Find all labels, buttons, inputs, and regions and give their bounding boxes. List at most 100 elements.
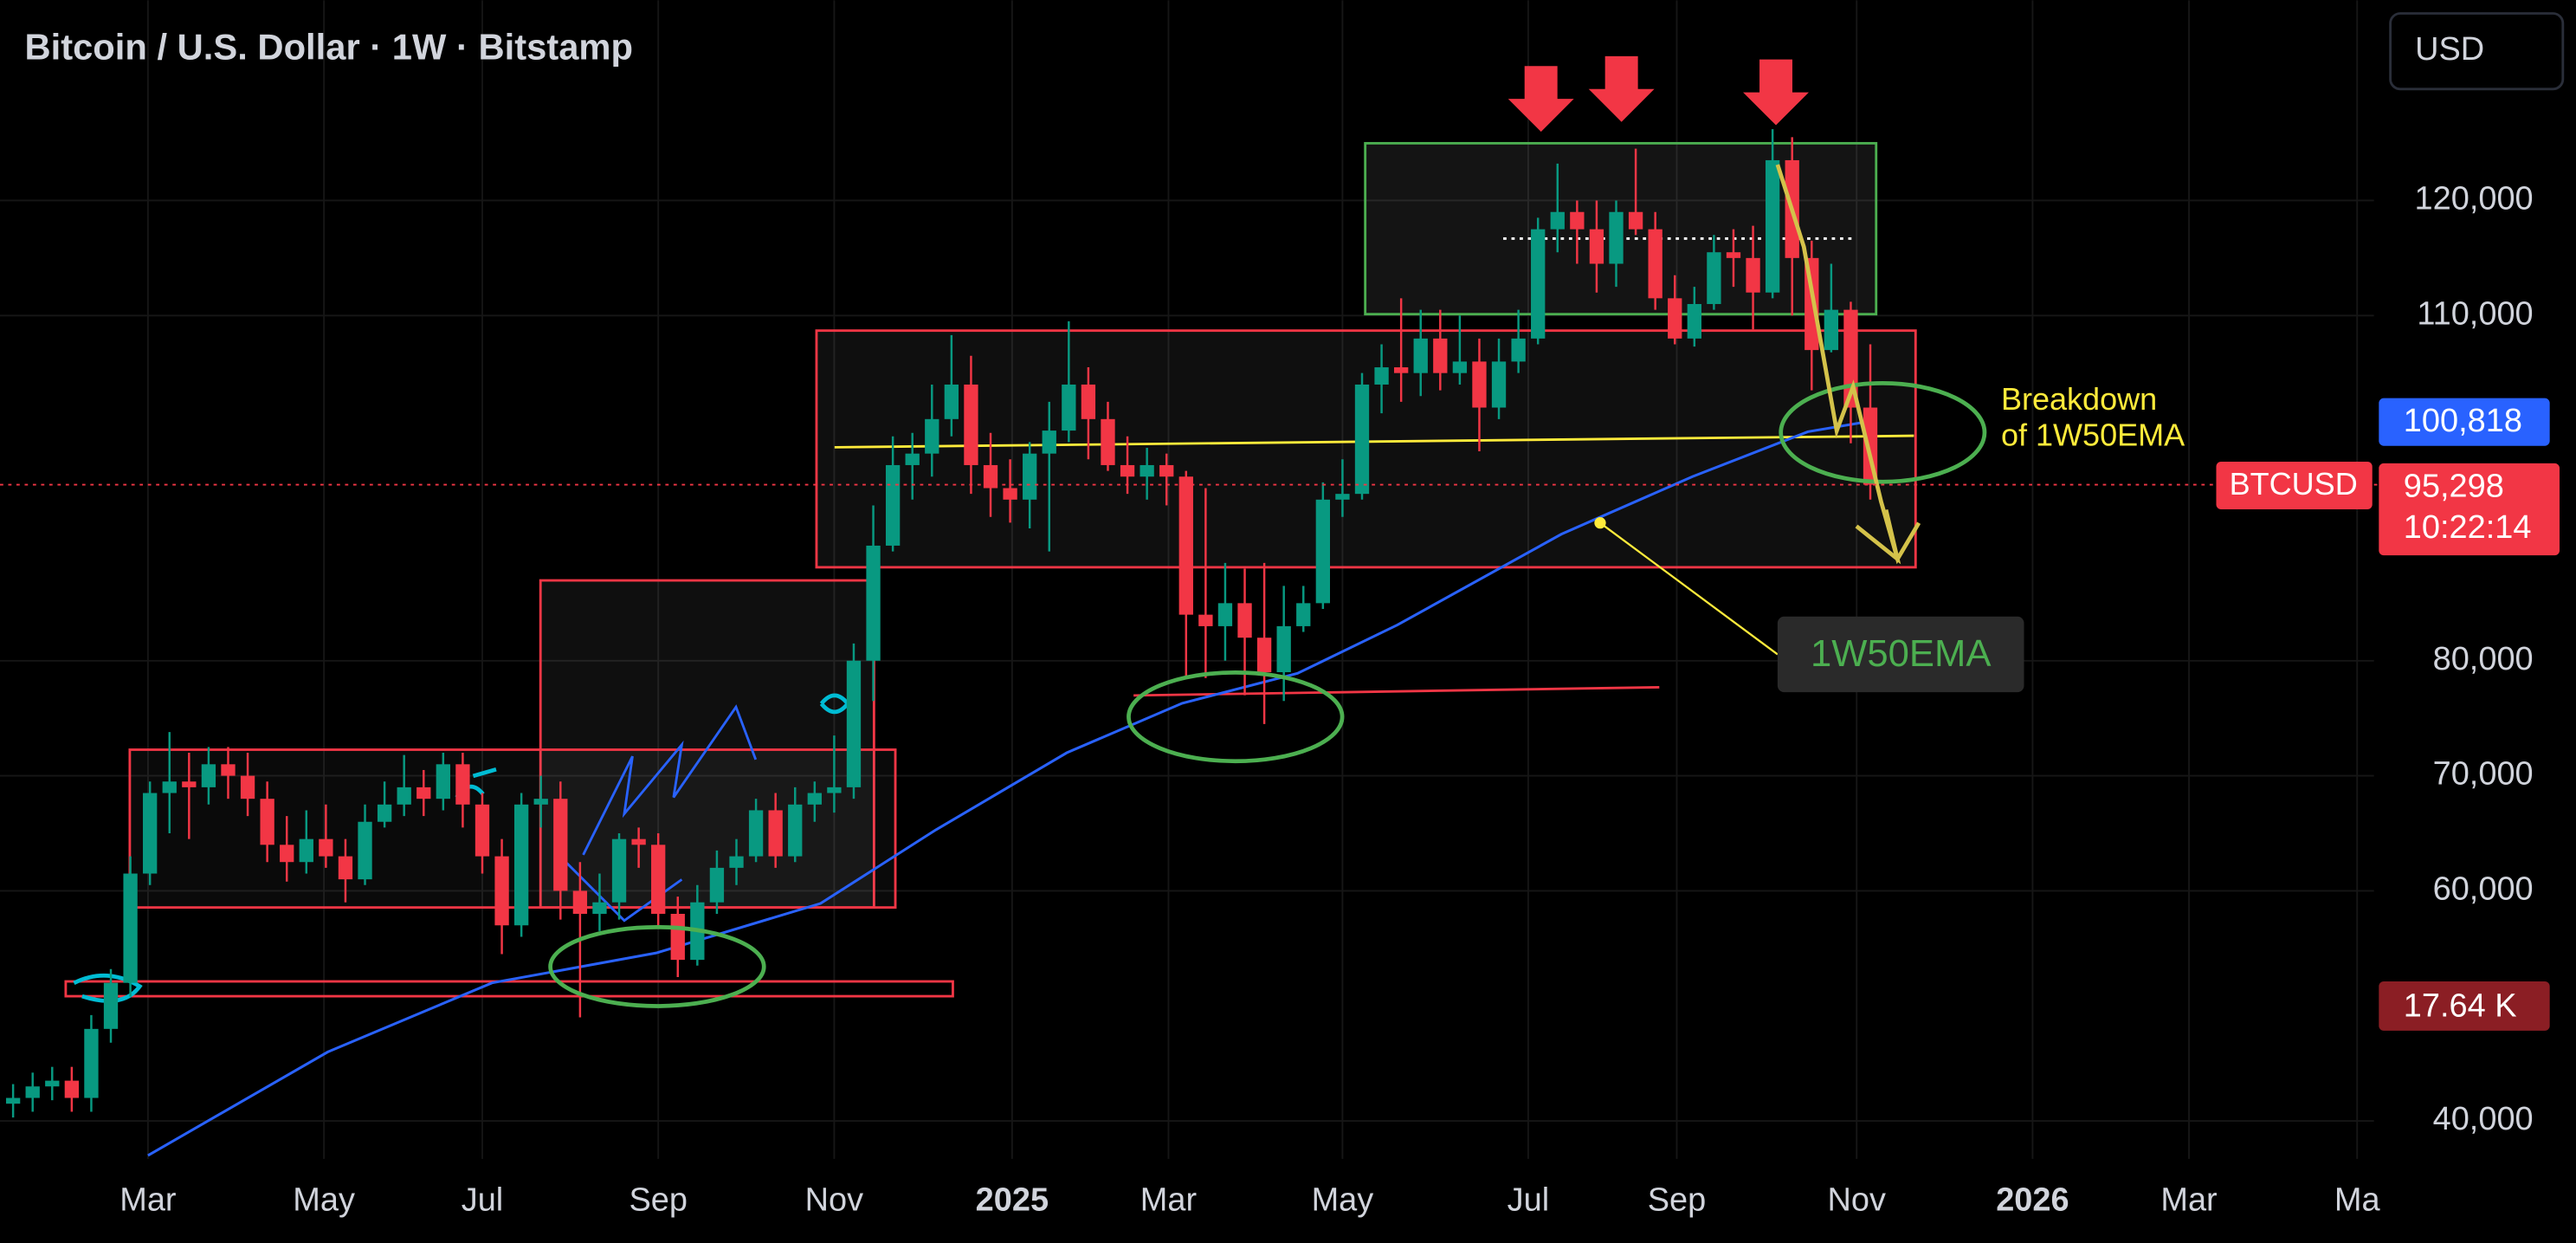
candle-body xyxy=(944,384,959,419)
candle-body xyxy=(925,418,939,454)
candle-body xyxy=(1668,298,1682,339)
candle-body xyxy=(1570,211,1585,230)
symbol-tag xyxy=(2216,461,2373,510)
candle-body xyxy=(1256,638,1272,673)
candle-body xyxy=(260,799,274,845)
candle-body xyxy=(983,464,998,489)
candle-body xyxy=(1765,159,1780,293)
candle-body xyxy=(1140,464,1154,477)
x-tick-label: Sep xyxy=(629,1181,688,1218)
y-tick-label: 70,000 xyxy=(2433,756,2534,793)
candle-body xyxy=(1101,418,1115,465)
x-tick-label: Mar xyxy=(1140,1181,1197,1218)
annotation: of 1W50EMA xyxy=(2001,418,2185,453)
down-arrow xyxy=(1508,66,1574,133)
candle-body xyxy=(670,913,685,961)
candle-body xyxy=(788,804,803,857)
candle-body xyxy=(1687,303,1701,339)
candle-body xyxy=(162,781,177,793)
candle-body xyxy=(494,856,509,926)
candle-body xyxy=(1491,361,1507,408)
x-tick-label: Ma xyxy=(2334,1181,2381,1218)
candle-body xyxy=(377,804,392,822)
candle-body xyxy=(1393,367,1409,373)
candle-body xyxy=(436,764,450,800)
candle-body xyxy=(709,867,725,903)
candle-body xyxy=(416,787,431,800)
candle-body xyxy=(358,821,372,880)
candle-body xyxy=(1511,338,1526,362)
down-arrow xyxy=(1743,59,1809,126)
drawings-top: 1W50EMA Breakdown of 1W50EMA xyxy=(548,55,2185,1008)
candle-body xyxy=(1433,338,1448,373)
zigzag xyxy=(582,704,758,856)
candle-body xyxy=(1335,494,1350,500)
axes: 40,000 60,000 70,000 80,000 110,000 120,000 Ma… xyxy=(0,180,2560,1218)
price-text: 95,298 xyxy=(2404,468,2504,504)
candle-body xyxy=(1237,603,1252,638)
ema-line xyxy=(147,419,1871,1157)
candle-body xyxy=(1120,464,1135,477)
x-tick-label: Nov xyxy=(1827,1181,1885,1218)
callout-dot xyxy=(1594,517,1606,529)
candle-body xyxy=(182,781,197,787)
candle-body xyxy=(1276,625,1291,673)
x-tick-label: Nov xyxy=(805,1181,863,1218)
currency-label[interactable]: USD xyxy=(2415,31,2484,68)
x-tick-label: Jul xyxy=(462,1181,504,1218)
x-tick-label: Mar xyxy=(2160,1181,2217,1218)
candle-body xyxy=(5,1097,21,1104)
candle-body xyxy=(1023,453,1037,500)
candle-body xyxy=(299,838,313,863)
candle-body xyxy=(143,793,158,874)
range-box xyxy=(539,579,875,910)
volume-tag xyxy=(2379,981,2550,1031)
candle-body xyxy=(1374,367,1389,385)
x-tick-label: Mar xyxy=(119,1181,176,1218)
candle-body xyxy=(475,804,490,857)
candle-body xyxy=(1042,431,1056,454)
candle-body xyxy=(807,793,822,805)
callout-line xyxy=(1599,521,1779,656)
y-tick-label: 80,000 xyxy=(2433,641,2534,677)
candles xyxy=(5,129,1878,1118)
candle-body xyxy=(1003,488,1017,500)
ema xyxy=(147,419,1871,1157)
candle-body xyxy=(866,545,881,661)
y-tick-label: 120,000 xyxy=(2415,180,2534,217)
candle-body xyxy=(572,890,588,914)
candle-body xyxy=(319,838,333,857)
annotation: Breakdown xyxy=(2001,381,2157,417)
candle-body xyxy=(280,845,294,863)
candle-body xyxy=(611,838,627,903)
candle-body xyxy=(846,660,862,787)
candle-body xyxy=(1824,309,1839,351)
candle-body xyxy=(827,787,842,793)
candle-body xyxy=(25,1086,40,1098)
symbol-text: BTCUSD xyxy=(2230,466,2358,502)
candle-body xyxy=(1159,464,1174,477)
candle-body xyxy=(201,764,216,787)
candle-body xyxy=(1726,252,1741,258)
callout-text: 1W50EMA xyxy=(1811,633,1992,675)
y-tick-label: 40,000 xyxy=(2433,1101,2534,1137)
candle-body xyxy=(1354,384,1370,495)
candle-body xyxy=(397,787,411,805)
circle xyxy=(1127,670,1345,764)
x-tick-label: May xyxy=(1312,1181,1374,1218)
x-tick-label: Jul xyxy=(1508,1181,1550,1218)
candle-body xyxy=(513,804,529,926)
candle-body xyxy=(729,856,744,868)
price-tag xyxy=(2379,463,2560,556)
candle-body xyxy=(748,810,764,857)
candle-body xyxy=(1452,361,1468,373)
candle-body xyxy=(84,1028,99,1098)
candle-body xyxy=(455,764,470,805)
countdown-text: 10:22:14 xyxy=(2404,509,2532,546)
candle-body xyxy=(1472,361,1487,408)
candle-body xyxy=(631,838,646,845)
y-tick-label: 60,000 xyxy=(2433,871,2534,907)
currency-button[interactable] xyxy=(2389,12,2565,91)
